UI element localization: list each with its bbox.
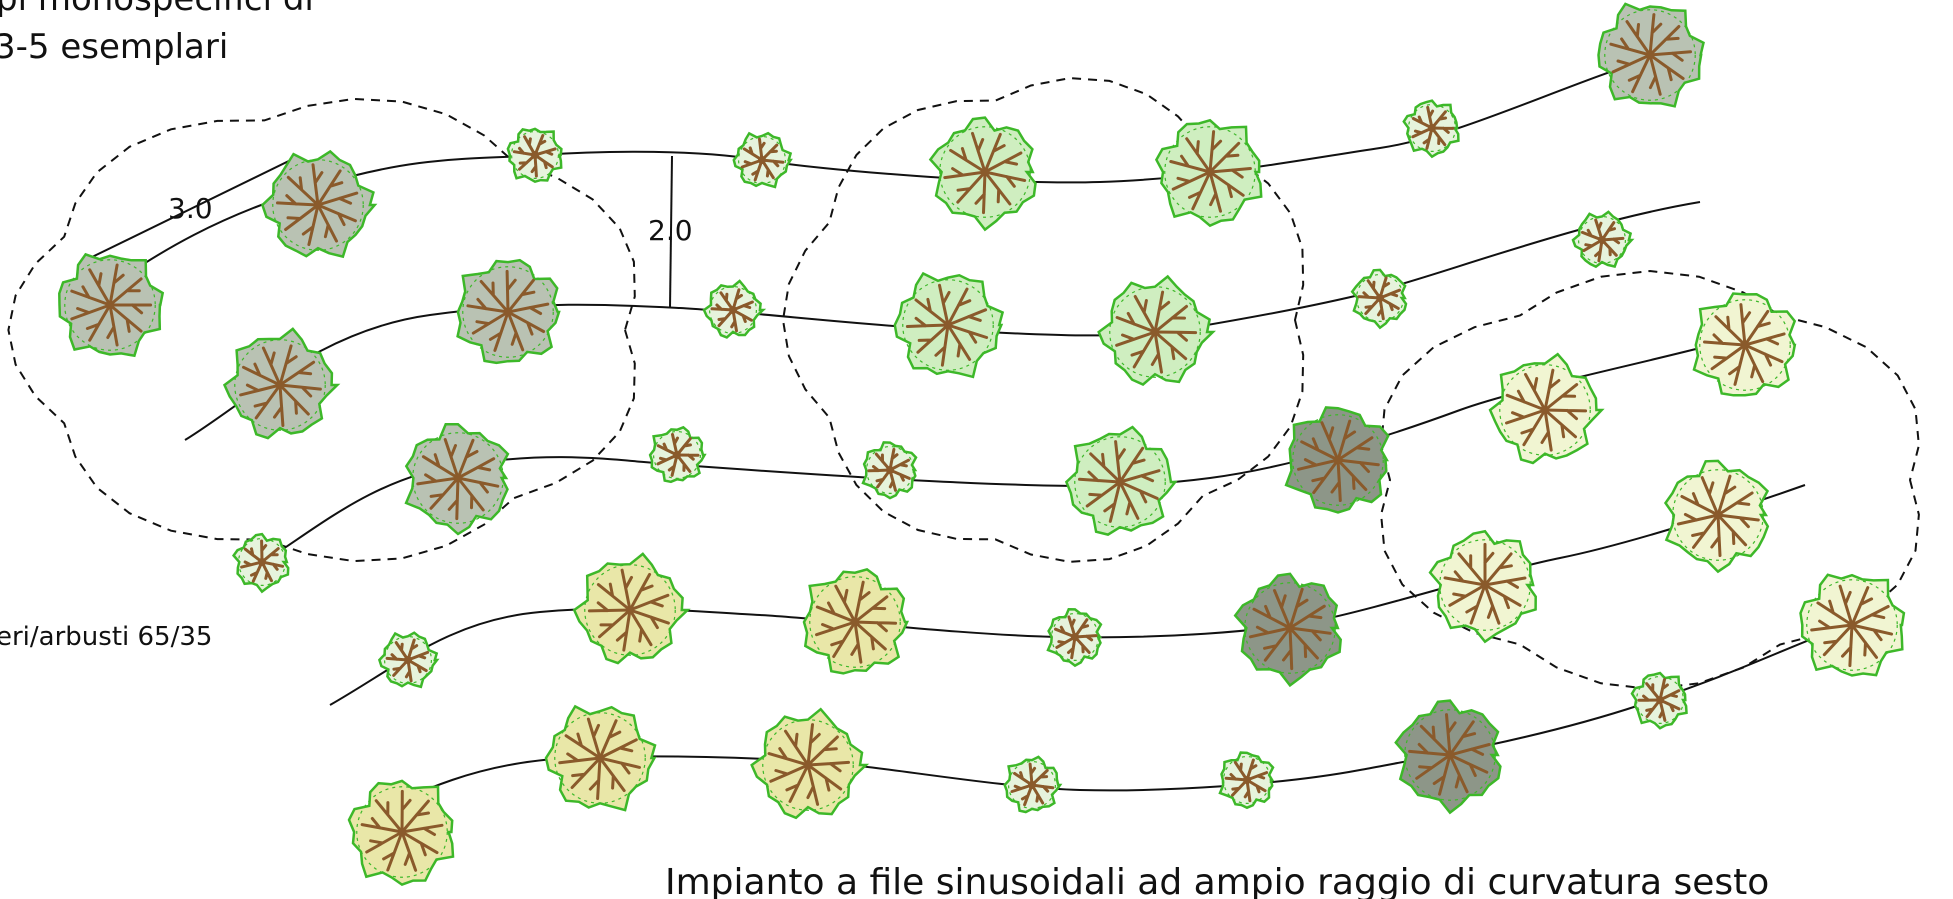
tree-icon (893, 271, 1005, 379)
tree-icon (572, 552, 691, 665)
cluster-outline-2 (781, 77, 1305, 563)
tree-icon (928, 116, 1037, 232)
tree-icon (1488, 352, 1605, 465)
dimension-2-label: 2.0 (648, 214, 693, 247)
tree-icon (1284, 406, 1390, 514)
tree-icon (1799, 573, 1906, 677)
tree-icon (260, 149, 378, 259)
tree-icon (58, 252, 165, 358)
tree-icon (404, 423, 510, 536)
tree-icon (1394, 699, 1502, 815)
cluster-outlines (7, 77, 1920, 691)
shrub-icon (861, 441, 918, 500)
ratio-label: eri/arbusti 65/35 (0, 622, 212, 652)
tree-icon (1233, 572, 1342, 688)
tree-icon (750, 707, 870, 820)
planting-row-4 (329, 484, 1806, 706)
dimension-line-2 (669, 155, 673, 309)
tree-icon (1692, 292, 1797, 397)
tree-icon (1154, 118, 1263, 228)
top-left-label-1: pi monospecifici di (0, 0, 314, 19)
tree-icon (1428, 529, 1537, 644)
tree-icon (222, 327, 341, 440)
top-left-label-2: 3-5 esemplari (0, 27, 228, 67)
tree-icon (1064, 425, 1178, 536)
shrub-icon (1046, 608, 1103, 668)
cluster-outline-1 (7, 97, 636, 563)
shrub-icon (648, 425, 707, 484)
shrub-icon (1218, 751, 1275, 810)
tree-icon (1597, 2, 1705, 108)
shrub-icon (1571, 210, 1635, 269)
caption: Impianto a file sinusoidali ad ampio rag… (665, 862, 1769, 899)
dimension-lines (89, 155, 673, 309)
shrub-icon (702, 279, 767, 339)
shrub-icon (1402, 99, 1460, 159)
shrub-icon (1630, 671, 1688, 730)
tree-icon (1663, 459, 1770, 574)
tree-icon (456, 258, 561, 365)
tree-icon (544, 704, 657, 812)
shrub-icon (377, 631, 440, 689)
shrub-icon (1350, 268, 1408, 330)
tree-icon (802, 568, 910, 675)
shrub-icon (231, 532, 290, 594)
shrub-icon (506, 127, 563, 184)
cluster-outline-3 (1380, 269, 1920, 691)
tree-icon (347, 779, 455, 886)
plants (58, 2, 1906, 886)
shrub-icon (732, 131, 793, 189)
shrub-icon (1003, 755, 1063, 814)
dimension-3-label: 3.0 (168, 192, 213, 225)
tree-icon (1097, 274, 1216, 386)
